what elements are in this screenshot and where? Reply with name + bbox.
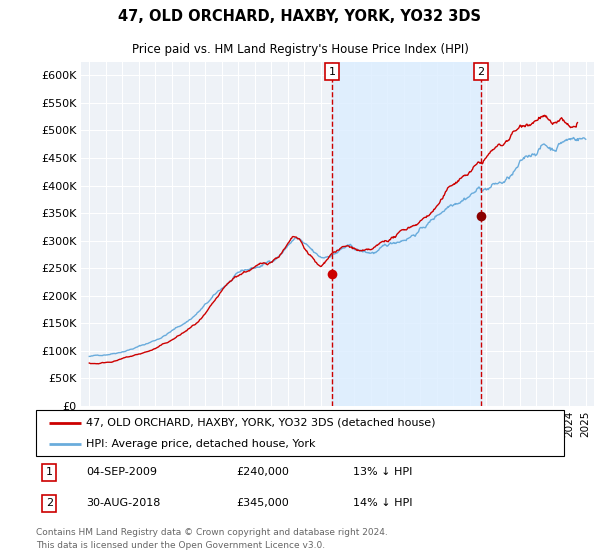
Text: 04-SEP-2009: 04-SEP-2009 xyxy=(86,467,157,477)
Text: 1: 1 xyxy=(46,467,53,477)
Text: 13% ↓ HPI: 13% ↓ HPI xyxy=(353,467,412,477)
Text: 2: 2 xyxy=(46,498,53,508)
Text: Contains HM Land Registry data © Crown copyright and database right 2024.
This d: Contains HM Land Registry data © Crown c… xyxy=(36,528,388,550)
Text: 47, OLD ORCHARD, HAXBY, YORK, YO32 3DS: 47, OLD ORCHARD, HAXBY, YORK, YO32 3DS xyxy=(119,10,482,24)
Text: HPI: Average price, detached house, York: HPI: Average price, detached house, York xyxy=(86,439,316,449)
Text: 1: 1 xyxy=(329,67,335,77)
Text: £345,000: £345,000 xyxy=(236,498,289,508)
Text: 2: 2 xyxy=(478,67,485,77)
Text: 30-AUG-2018: 30-AUG-2018 xyxy=(86,498,161,508)
Bar xyxy=(332,62,481,406)
Text: 14% ↓ HPI: 14% ↓ HPI xyxy=(353,498,412,508)
Text: £240,000: £240,000 xyxy=(236,467,290,477)
FancyBboxPatch shape xyxy=(36,410,564,456)
Text: 47, OLD ORCHARD, HAXBY, YORK, YO32 3DS (detached house): 47, OLD ORCHARD, HAXBY, YORK, YO32 3DS (… xyxy=(86,418,436,428)
Text: Price paid vs. HM Land Registry's House Price Index (HPI): Price paid vs. HM Land Registry's House … xyxy=(131,43,469,56)
